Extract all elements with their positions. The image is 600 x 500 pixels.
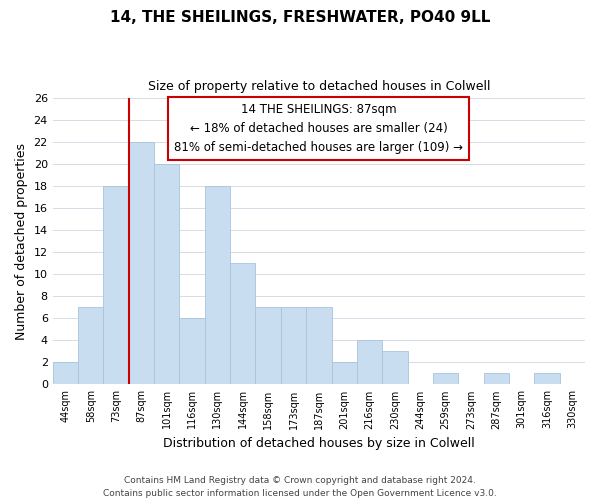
Bar bbox=[535, 374, 560, 384]
Bar bbox=[256, 308, 281, 384]
Y-axis label: Number of detached properties: Number of detached properties bbox=[15, 143, 28, 340]
Bar bbox=[281, 308, 306, 384]
Bar bbox=[306, 308, 332, 384]
Bar bbox=[230, 264, 256, 384]
Bar bbox=[484, 374, 509, 384]
Text: 14, THE SHEILINGS, FRESHWATER, PO40 9LL: 14, THE SHEILINGS, FRESHWATER, PO40 9LL bbox=[110, 10, 490, 25]
Bar bbox=[382, 352, 407, 384]
X-axis label: Distribution of detached houses by size in Colwell: Distribution of detached houses by size … bbox=[163, 437, 475, 450]
Bar bbox=[103, 186, 129, 384]
Bar bbox=[205, 186, 230, 384]
Bar bbox=[433, 374, 458, 384]
Bar bbox=[53, 362, 78, 384]
Bar bbox=[154, 164, 179, 384]
Bar bbox=[129, 142, 154, 384]
Text: Contains HM Land Registry data © Crown copyright and database right 2024.
Contai: Contains HM Land Registry data © Crown c… bbox=[103, 476, 497, 498]
Bar bbox=[332, 362, 357, 384]
Text: 14 THE SHEILINGS: 87sqm
← 18% of detached houses are smaller (24)
81% of semi-de: 14 THE SHEILINGS: 87sqm ← 18% of detache… bbox=[175, 102, 463, 154]
Bar bbox=[179, 318, 205, 384]
Bar bbox=[357, 340, 382, 384]
Title: Size of property relative to detached houses in Colwell: Size of property relative to detached ho… bbox=[148, 80, 490, 93]
Bar bbox=[78, 308, 103, 384]
